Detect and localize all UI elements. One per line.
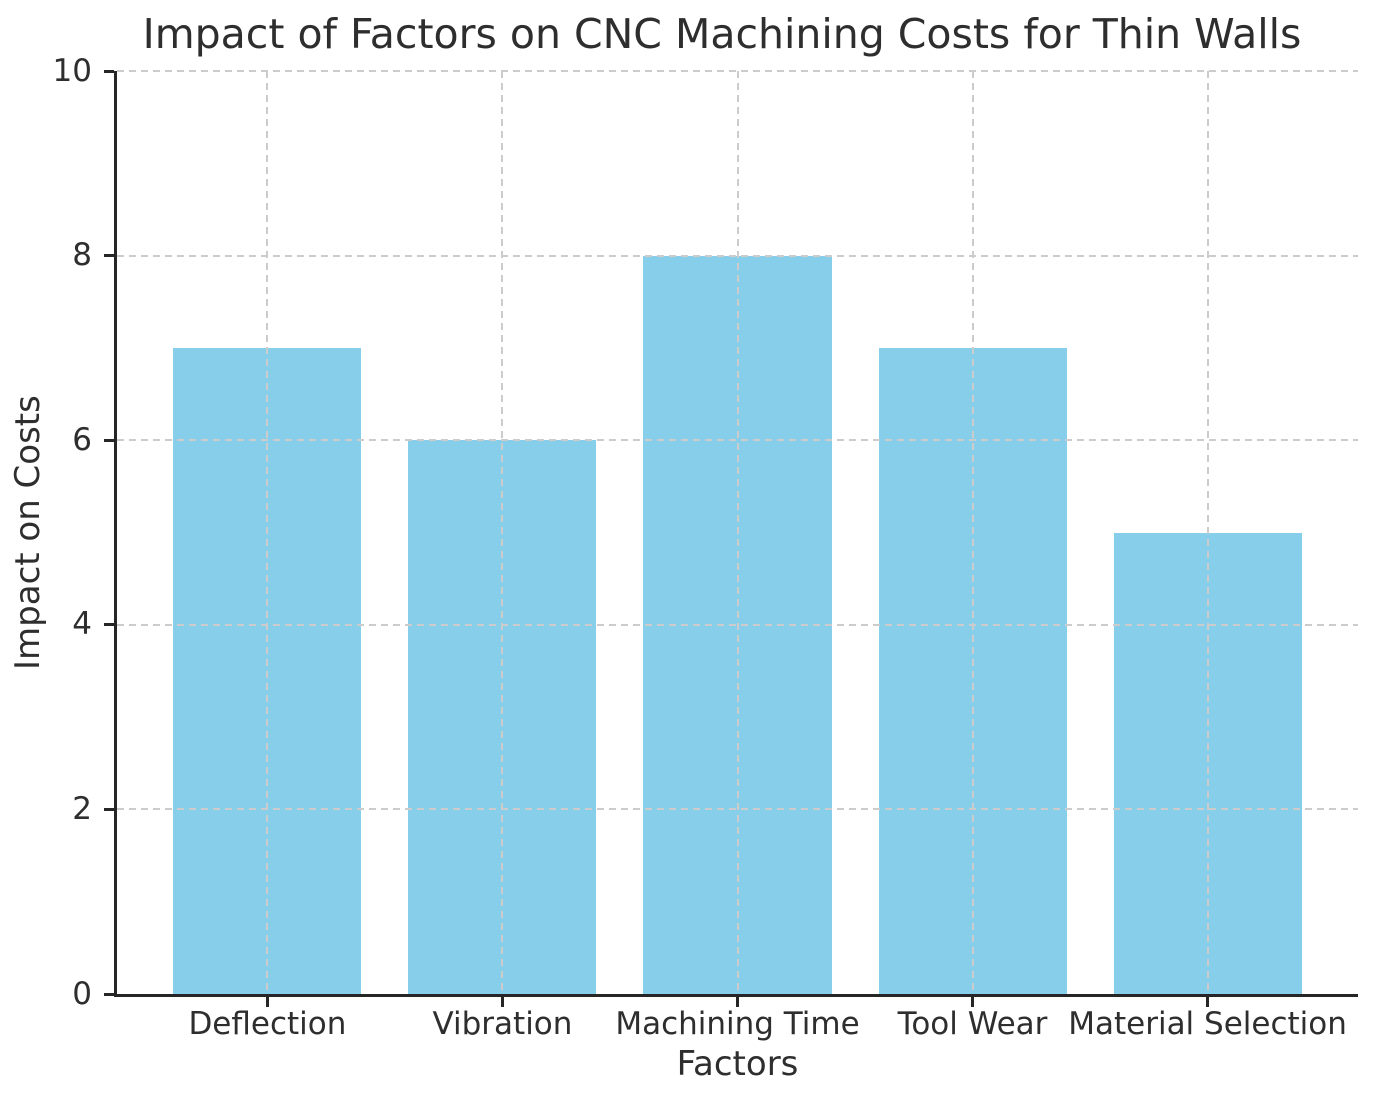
y-tick-label: 10 bbox=[52, 52, 92, 89]
x-gridline bbox=[971, 71, 974, 994]
y-tick-mark bbox=[104, 623, 114, 627]
x-tick-label: Deflection bbox=[188, 1006, 347, 1042]
y-tick-mark bbox=[104, 254, 114, 258]
y-tick-label: 6 bbox=[72, 421, 92, 458]
x-axis-label: Factors bbox=[676, 1044, 799, 1084]
x-tick-mark bbox=[500, 997, 504, 1007]
y-axis-spine bbox=[114, 71, 117, 997]
y-tick-label: 8 bbox=[72, 237, 92, 274]
x-tick-mark bbox=[736, 997, 739, 1007]
y-axis-label: Impact on Costs bbox=[8, 395, 48, 670]
y-tick-label: 4 bbox=[72, 606, 92, 643]
x-axis-spine bbox=[114, 994, 1358, 997]
x-gridline bbox=[1206, 71, 1209, 994]
y-tick-mark bbox=[104, 438, 114, 442]
x-gridline bbox=[736, 71, 739, 994]
x-tick-label: Tool Wear bbox=[897, 1006, 1048, 1042]
x-gridline bbox=[501, 71, 504, 994]
x-tick-mark bbox=[1206, 997, 1210, 1007]
x-tick-label: Material Selection bbox=[1068, 1006, 1347, 1042]
chart-title: Impact of Factors on CNC Machining Costs… bbox=[142, 10, 1302, 58]
x-tick-mark bbox=[971, 997, 975, 1007]
y-tick-label: 2 bbox=[72, 790, 92, 827]
plot-area: 0 2 4 6 8 10 Deflection Vibration Machining Time… bbox=[53, 55, 1358, 1042]
y-tick-mark bbox=[104, 69, 114, 73]
y-tick-mark bbox=[104, 992, 114, 996]
y-tick-mark bbox=[104, 807, 114, 811]
x-tick-label: Vibration bbox=[432, 1006, 573, 1042]
y-tick-label: 0 bbox=[72, 975, 92, 1012]
x-tick-mark bbox=[265, 997, 269, 1007]
x-tick-label: Machining Time bbox=[615, 1006, 860, 1042]
x-gridline bbox=[266, 71, 269, 994]
